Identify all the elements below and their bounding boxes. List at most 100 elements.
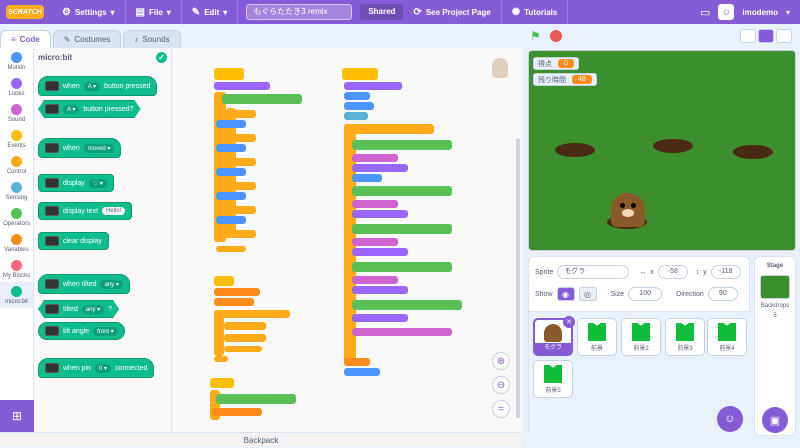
block-button-pressed[interactable]: A ▾ button pressed? bbox=[38, 100, 141, 118]
zoom-out-button[interactable]: ⊖ bbox=[492, 376, 510, 394]
script-block[interactable] bbox=[214, 82, 270, 90]
script-block[interactable] bbox=[216, 206, 256, 214]
small-stage-button[interactable] bbox=[740, 29, 756, 43]
category-micro-bit[interactable]: micro:bit bbox=[0, 282, 33, 308]
script-block[interactable] bbox=[352, 262, 452, 272]
folder-icon[interactable]: ▭ bbox=[700, 6, 711, 19]
script-block[interactable] bbox=[352, 314, 408, 322]
script-block[interactable] bbox=[216, 120, 246, 128]
script-block[interactable] bbox=[222, 94, 302, 104]
sprite-tile[interactable]: 前景4 bbox=[707, 318, 747, 356]
tilt-dropdown[interactable]: any ▾ bbox=[82, 305, 104, 314]
category-looks[interactable]: Looks bbox=[0, 74, 33, 100]
script-block[interactable] bbox=[216, 110, 256, 118]
matrix-dropdown[interactable]: ♡ ▾ bbox=[88, 178, 107, 188]
script-block[interactable] bbox=[216, 182, 256, 190]
workspace-scrollbar[interactable] bbox=[516, 138, 520, 418]
category-motion[interactable]: Motion bbox=[0, 48, 33, 74]
block-clear-display[interactable]: clear display bbox=[38, 232, 109, 250]
button-dropdown[interactable]: A ▾ bbox=[63, 105, 79, 114]
category-events[interactable]: Events bbox=[0, 126, 33, 152]
show-sprite-button[interactable]: ◉ bbox=[556, 287, 575, 301]
sprite-tile[interactable]: 前景 bbox=[577, 318, 617, 356]
sprite-tile[interactable]: 前景2 bbox=[621, 318, 661, 356]
script-block[interactable] bbox=[214, 298, 254, 306]
script-block[interactable] bbox=[352, 186, 452, 196]
block-when-tilted[interactable]: when tilted any ▾ bbox=[38, 274, 130, 294]
script-block[interactable] bbox=[216, 158, 256, 166]
direction-dropdown[interactable]: front ▾ bbox=[93, 326, 118, 336]
script-block[interactable] bbox=[216, 134, 256, 142]
script-block[interactable] bbox=[210, 378, 234, 388]
settings-menu[interactable]: ⚙ Settings ▾ bbox=[52, 0, 126, 24]
normal-stage-button[interactable] bbox=[758, 29, 774, 43]
category-operators[interactable]: Operators bbox=[0, 204, 33, 230]
script-block[interactable] bbox=[352, 154, 398, 162]
backpack-bar[interactable]: Backpack bbox=[0, 432, 522, 447]
script-block[interactable] bbox=[216, 246, 246, 252]
tab-sounds[interactable]: ♪ Sounds bbox=[123, 30, 181, 48]
tilt-dropdown[interactable]: any ▾ bbox=[100, 279, 123, 289]
category-sound[interactable]: Sound bbox=[0, 100, 33, 126]
script-block[interactable] bbox=[352, 164, 408, 172]
mole-sprite[interactable] bbox=[611, 193, 645, 227]
zoom-reset-button[interactable]: = bbox=[492, 400, 510, 418]
button-dropdown[interactable]: A ▾ bbox=[83, 81, 101, 91]
category-my-blocks[interactable]: My Blocks bbox=[0, 256, 33, 282]
add-sprite-button[interactable]: ☺ bbox=[717, 406, 743, 432]
project-title-input[interactable]: もぐらたたき3 remix bbox=[246, 4, 353, 20]
hide-sprite-button[interactable]: ◎ bbox=[578, 287, 597, 301]
script-block[interactable] bbox=[216, 192, 246, 200]
script-block[interactable] bbox=[212, 408, 262, 416]
x-input[interactable]: -58 bbox=[657, 265, 688, 279]
script-block[interactable] bbox=[344, 124, 434, 134]
script-block[interactable] bbox=[352, 174, 382, 182]
script-workspace[interactable]: ⊕ ⊖ = bbox=[172, 48, 522, 432]
block-when-moved[interactable]: when moved ▾ bbox=[38, 138, 122, 158]
category-control[interactable]: Control bbox=[0, 152, 33, 178]
delete-sprite-button[interactable]: ✕ bbox=[563, 316, 575, 328]
script-block[interactable] bbox=[352, 300, 462, 310]
shared-button[interactable]: Shared bbox=[360, 4, 404, 20]
script-block[interactable] bbox=[216, 230, 256, 238]
script-block[interactable] bbox=[344, 368, 380, 376]
script-block[interactable] bbox=[216, 394, 296, 404]
script-block[interactable] bbox=[210, 390, 220, 420]
script-block[interactable] bbox=[352, 276, 398, 284]
add-backdrop-button[interactable]: ▣ bbox=[762, 407, 788, 433]
script-block[interactable] bbox=[224, 346, 262, 352]
script-block[interactable] bbox=[344, 92, 370, 100]
size-input[interactable]: 100 bbox=[628, 287, 663, 301]
variable-monitor[interactable]: 得点 0 bbox=[533, 57, 579, 70]
category-sensing[interactable]: Sensing bbox=[0, 178, 33, 204]
pin-dropdown[interactable]: 0 ▾ bbox=[95, 363, 112, 373]
tab-costumes[interactable]: ✎ Costumes bbox=[52, 30, 122, 48]
script-block[interactable] bbox=[214, 356, 228, 362]
block-display-text[interactable]: display text Hello! bbox=[38, 202, 133, 220]
script-block[interactable] bbox=[352, 286, 408, 294]
stage-canvas[interactable]: 得点 0 残り時間 48 bbox=[528, 50, 796, 251]
script-block[interactable] bbox=[214, 276, 234, 286]
y-input[interactable]: -118 bbox=[710, 265, 741, 279]
sprite-tile[interactable]: 前景3 bbox=[665, 318, 705, 356]
avatar[interactable]: ☺ bbox=[718, 4, 735, 20]
script-block[interactable] bbox=[214, 310, 224, 356]
block-tilted[interactable]: tilted any ▾? bbox=[38, 300, 119, 318]
tab-code[interactable]: ≡ Code bbox=[0, 30, 51, 48]
script-block[interactable] bbox=[352, 140, 452, 150]
edit-menu[interactable]: ✎ Edit ▾ bbox=[182, 0, 239, 24]
script-block[interactable] bbox=[352, 210, 408, 218]
script-block[interactable] bbox=[214, 310, 290, 318]
see-project-page-button[interactable]: ⟳ See Project Page bbox=[403, 0, 502, 24]
block-when-pin-connected[interactable]: when pin 0 ▾ connected bbox=[38, 358, 155, 378]
zoom-in-button[interactable]: ⊕ bbox=[492, 352, 510, 370]
script-block[interactable] bbox=[216, 168, 246, 176]
script-block[interactable] bbox=[352, 328, 452, 336]
gesture-dropdown[interactable]: moved ▾ bbox=[83, 143, 115, 153]
script-block[interactable] bbox=[214, 68, 244, 80]
tutorials-button[interactable]: ✺ Tutorials bbox=[502, 0, 569, 24]
direction-input[interactable]: 90 bbox=[707, 287, 738, 301]
script-block[interactable] bbox=[352, 238, 398, 246]
category-variables[interactable]: Variables bbox=[0, 230, 33, 256]
block-tilt-angle[interactable]: tilt angle front ▾ bbox=[38, 322, 125, 340]
